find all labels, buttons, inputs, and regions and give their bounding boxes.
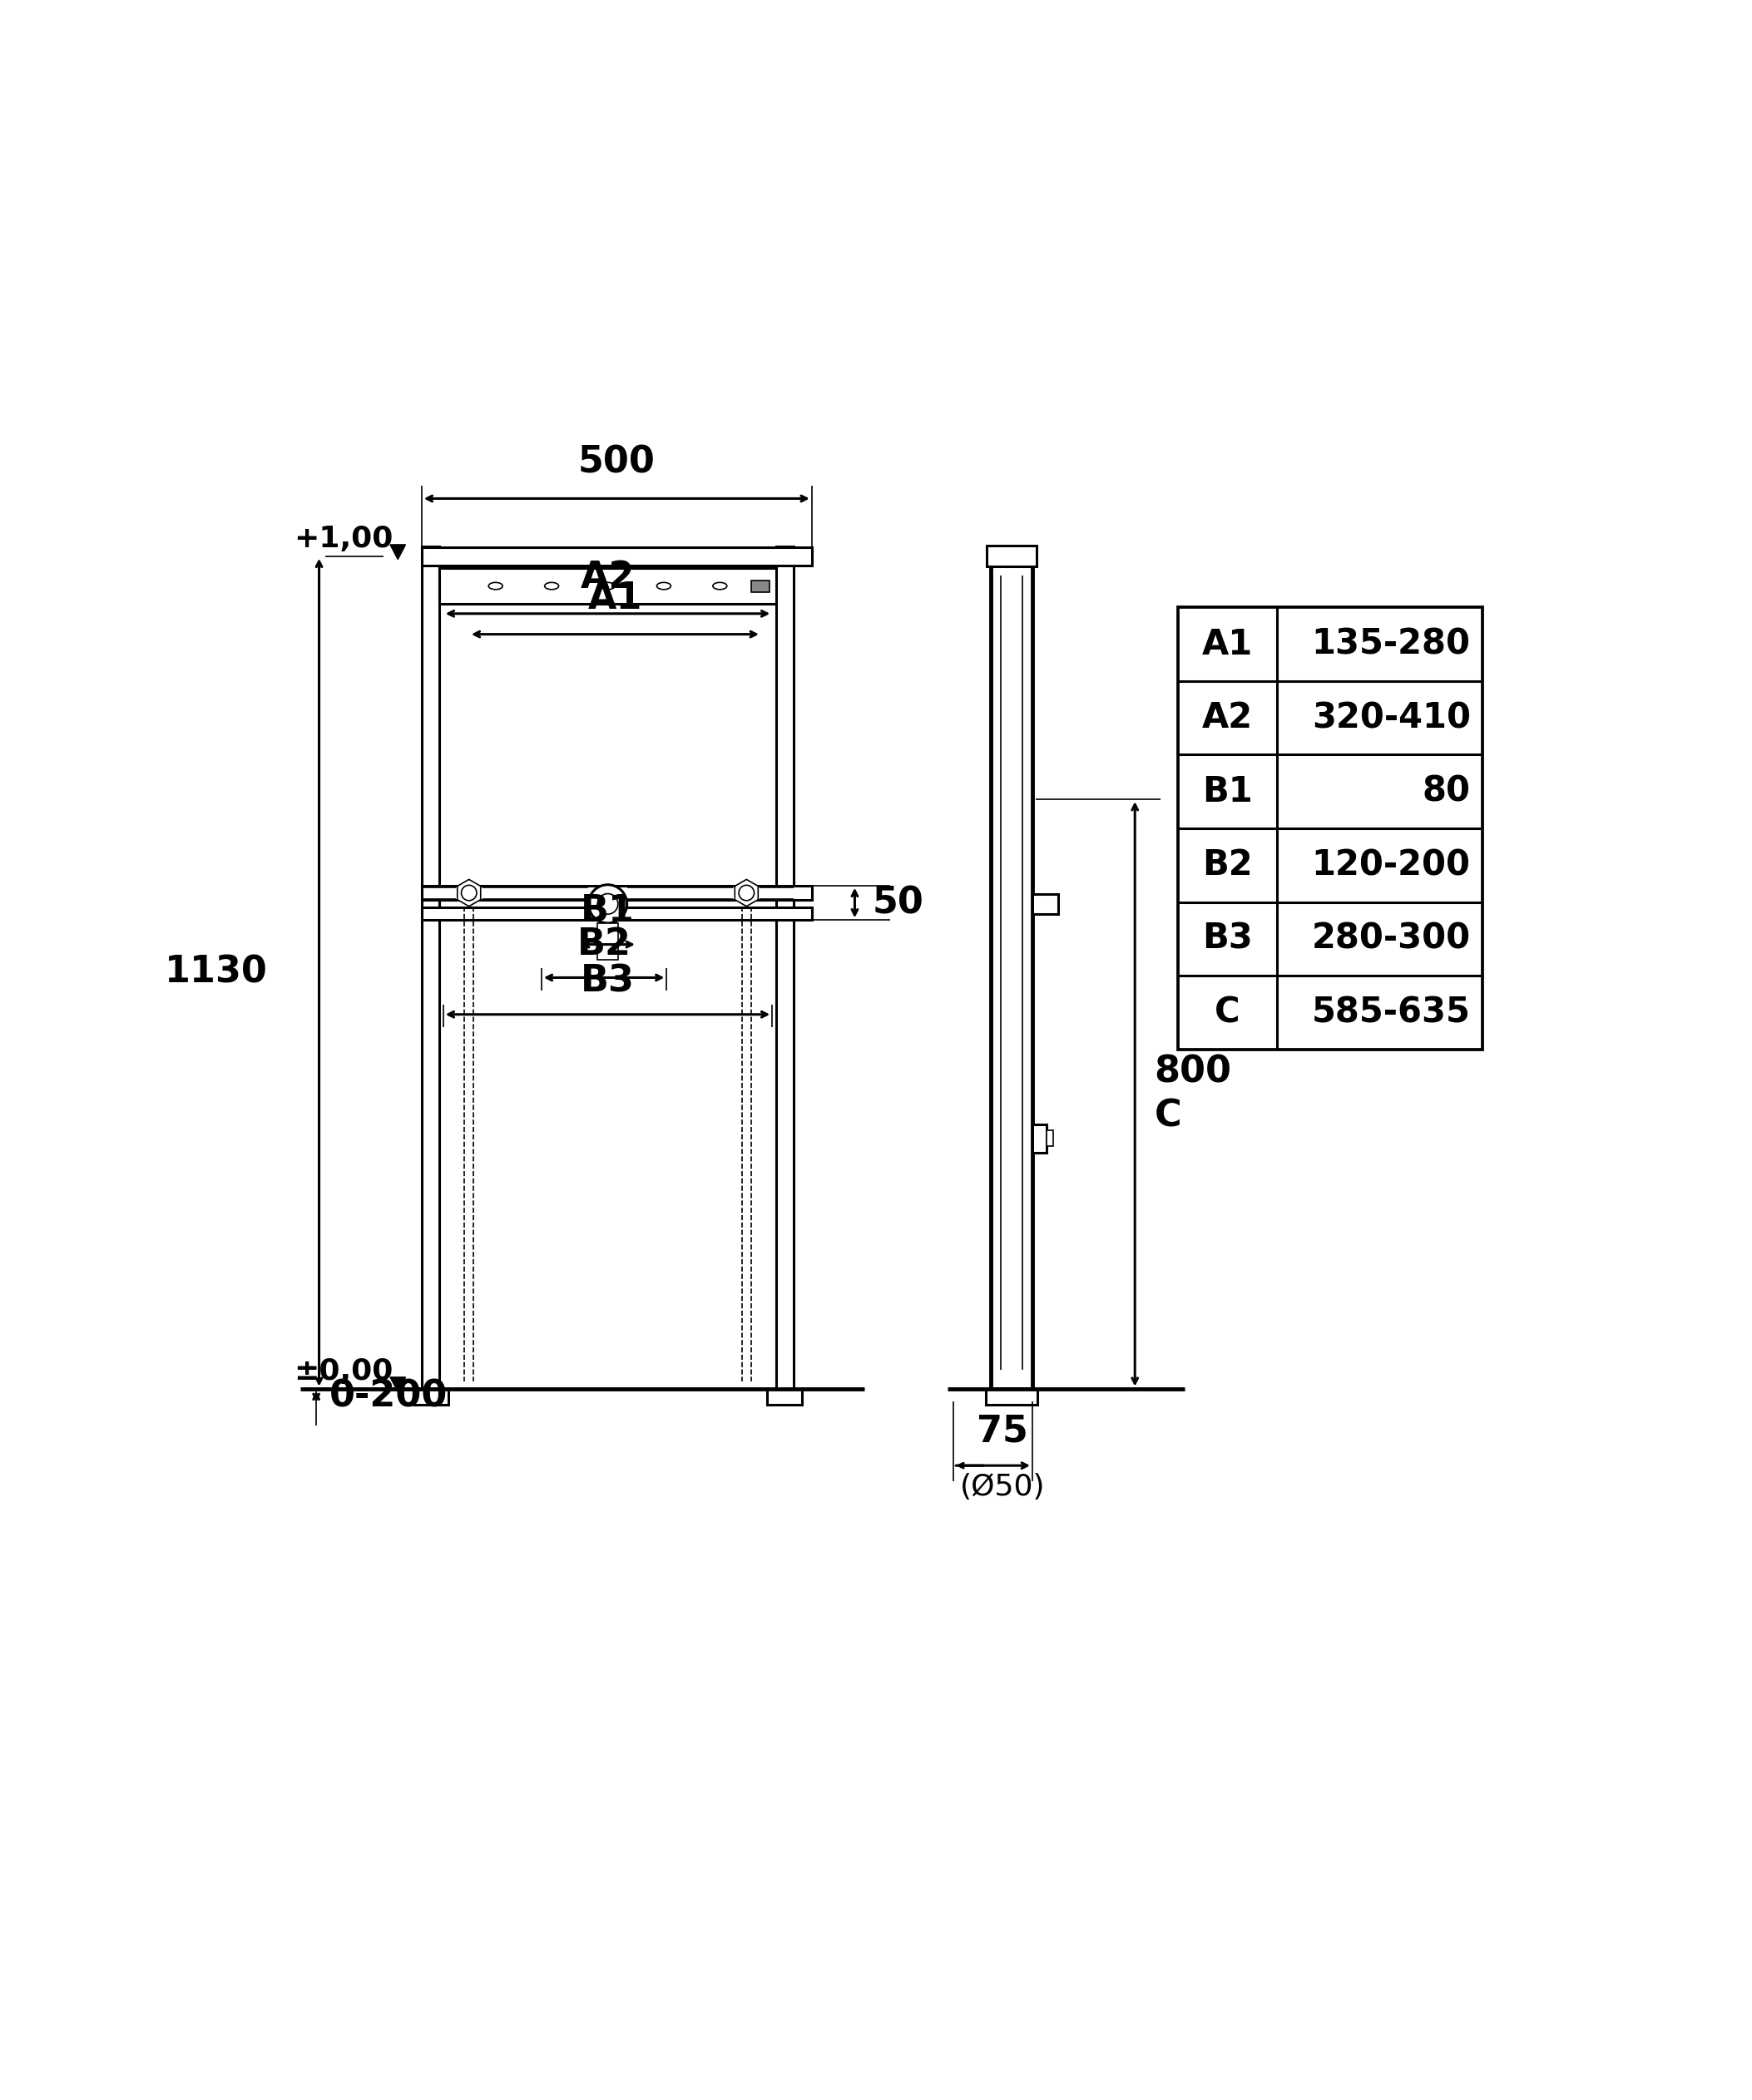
Text: B1: B1	[1202, 775, 1253, 808]
Text: B2: B2	[576, 926, 631, 962]
Bar	[1046, 1130, 1053, 1147]
Text: 0-200: 0-200	[329, 1380, 447, 1415]
Text: 585-635: 585-635	[1312, 995, 1470, 1029]
Text: 1130: 1130	[165, 956, 268, 991]
Text: A1: A1	[589, 580, 643, 615]
Text: B2: B2	[1202, 848, 1253, 882]
Polygon shape	[391, 544, 405, 559]
Circle shape	[739, 886, 753, 901]
Circle shape	[589, 884, 627, 924]
Bar	[767, 1388, 802, 1405]
Bar	[1032, 1124, 1046, 1153]
Text: B3: B3	[1202, 922, 1253, 956]
Text: 75: 75	[978, 1413, 1028, 1449]
Ellipse shape	[713, 582, 727, 590]
Bar	[440, 569, 776, 603]
Text: 280-300: 280-300	[1312, 922, 1470, 956]
Text: 500: 500	[578, 445, 655, 481]
Text: C: C	[1155, 1098, 1181, 1134]
Bar	[986, 1388, 1037, 1405]
Circle shape	[597, 895, 618, 913]
Bar	[776, 546, 794, 1401]
Ellipse shape	[545, 582, 559, 590]
Bar	[1032, 895, 1058, 913]
Bar	[422, 886, 811, 901]
Text: 120-200: 120-200	[1312, 848, 1470, 882]
Text: B3: B3	[580, 964, 634, 1000]
Polygon shape	[391, 1378, 405, 1392]
Text: +1,00: +1,00	[293, 525, 392, 552]
Bar	[597, 924, 618, 960]
Text: (Ø50): (Ø50)	[960, 1474, 1046, 1502]
Ellipse shape	[657, 582, 671, 590]
Text: B1: B1	[580, 892, 634, 928]
Text: C: C	[1214, 995, 1240, 1029]
Text: 135-280: 135-280	[1312, 626, 1470, 662]
Ellipse shape	[601, 582, 615, 590]
Text: A1: A1	[1202, 626, 1253, 662]
Bar	[752, 580, 769, 592]
Ellipse shape	[489, 582, 503, 590]
Text: A2: A2	[580, 561, 634, 596]
Bar	[992, 556, 1032, 1388]
Bar	[422, 548, 811, 565]
Text: 320-410: 320-410	[1312, 701, 1470, 735]
Text: 50: 50	[872, 884, 923, 920]
Text: ±0,00: ±0,00	[293, 1357, 392, 1386]
Bar	[422, 546, 440, 1401]
Text: 800: 800	[1155, 1054, 1232, 1090]
Text: 80: 80	[1423, 775, 1470, 808]
Text: A2: A2	[1202, 701, 1253, 735]
Circle shape	[461, 886, 477, 901]
Bar	[1177, 607, 1482, 1050]
Bar	[986, 546, 1035, 567]
Bar	[422, 907, 811, 920]
Bar	[413, 1388, 449, 1405]
